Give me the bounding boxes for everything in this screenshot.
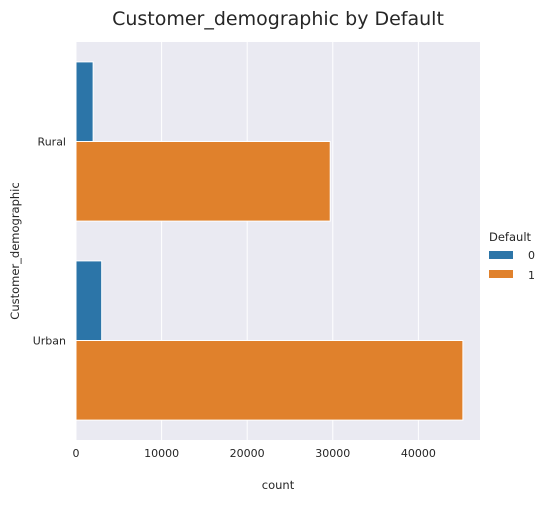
legend: Default 0 1 bbox=[489, 230, 535, 282]
legend-label-1: 1 bbox=[528, 269, 535, 282]
x-tick-label: 40000 bbox=[401, 447, 436, 460]
x-tick-labels: 0 10000 20000 30000 40000 bbox=[73, 447, 436, 460]
x-tick-label: 20000 bbox=[230, 447, 265, 460]
bar-rural-default-0 bbox=[75, 61, 94, 142]
legend-label-0: 0 bbox=[528, 249, 535, 262]
y-tick-label: Urban bbox=[33, 335, 66, 348]
legend-title: Default bbox=[489, 230, 532, 244]
legend-swatch-0 bbox=[489, 251, 513, 259]
y-axis-label: Customer_demographic bbox=[8, 182, 22, 319]
y-tick-labels: Rural Urban bbox=[33, 136, 66, 348]
legend-swatch-1 bbox=[489, 270, 513, 278]
bar-urban-default-1 bbox=[75, 340, 464, 421]
x-axis-label: count bbox=[262, 478, 295, 492]
y-tick-label: Rural bbox=[38, 136, 66, 149]
x-tick-label: 0 bbox=[73, 447, 80, 460]
x-tick-label: 30000 bbox=[315, 447, 350, 460]
bars bbox=[75, 61, 464, 421]
bar-urban-default-0 bbox=[75, 260, 103, 341]
chart-title: Customer_demographic by Default bbox=[112, 8, 444, 30]
bar-rural-default-1 bbox=[75, 141, 331, 222]
x-tick-label: 10000 bbox=[144, 447, 179, 460]
